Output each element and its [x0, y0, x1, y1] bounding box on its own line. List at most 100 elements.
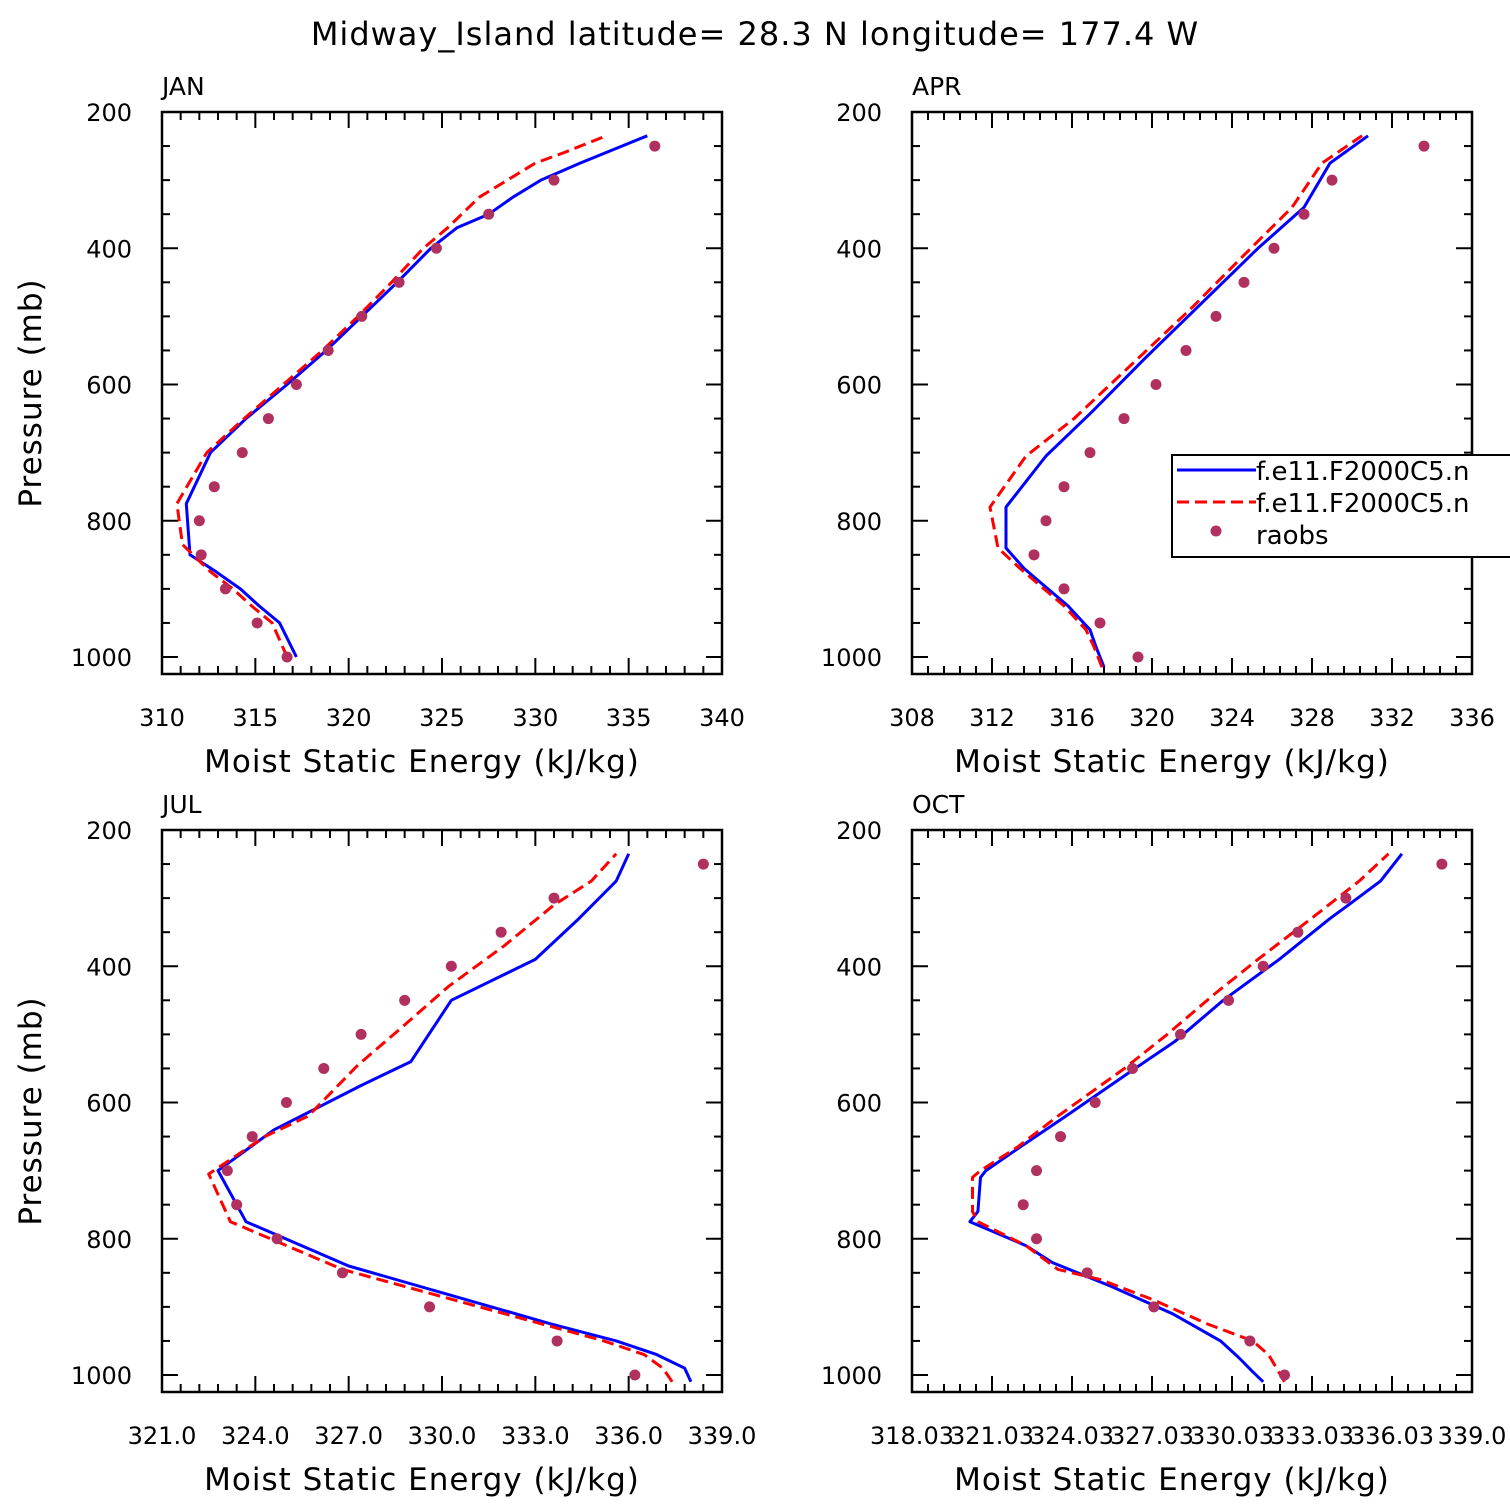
raobs-point	[219, 583, 231, 595]
plot-frame	[910, 110, 1474, 676]
panel-jan: 200 400 600 800 1000 310 315 320 325 330 335 340 JAN…	[13, 72, 745, 780]
raobs-point	[262, 413, 274, 425]
raobs-point	[1223, 994, 1235, 1006]
raobs-point	[281, 651, 293, 663]
x-tick-label: 324.03	[1030, 1422, 1114, 1450]
raobs-point	[1094, 617, 1106, 629]
raobs-point	[1118, 413, 1130, 425]
raobs-point	[1244, 1335, 1256, 1347]
y-tick-label: 600	[86, 1090, 132, 1118]
x-tick-label: 324.0	[221, 1422, 290, 1450]
y-tick-label: 800	[86, 508, 132, 536]
raobs-point	[697, 858, 709, 870]
raobs-point	[1028, 549, 1040, 561]
x-tick-label: 310	[139, 704, 185, 732]
raobs-point	[1017, 1199, 1029, 1211]
raobs-point	[1436, 858, 1448, 870]
raobs-point	[1298, 208, 1310, 220]
x-tick-label: 330.0	[408, 1422, 477, 1450]
raobs-point	[246, 1131, 258, 1143]
raobs-point	[1175, 1028, 1187, 1040]
model-1-line	[184, 134, 648, 658]
x-tick-label: 318.03	[870, 1422, 954, 1450]
raobs-point	[551, 1335, 563, 1347]
raobs-point	[251, 617, 263, 629]
raobs-point	[1031, 1233, 1043, 1245]
x-tick-label: 339.0	[1438, 1422, 1507, 1450]
raobs-point	[1150, 379, 1162, 390]
legend-entry-label: raobs	[1256, 521, 1329, 551]
raobs-point	[483, 208, 495, 220]
x-tick-label: 328	[1289, 704, 1335, 732]
panel-apr: 200 400 600 800 1000 308 312 316 320 324 328 332 336…	[821, 72, 1495, 780]
raobs-point	[629, 1369, 641, 1381]
raobs-point	[1058, 481, 1070, 493]
y-tick-label: 400	[86, 953, 132, 981]
raobs-point	[322, 344, 334, 356]
y-tick-label: 800	[836, 1226, 882, 1254]
raobs-point	[236, 447, 248, 459]
model-2-line	[207, 852, 674, 1383]
x-tick-label: 332	[1369, 704, 1415, 732]
main-title: Midway_Island latitude= 28.3 N longitude…	[311, 15, 1199, 53]
x-tick-label: 330	[512, 704, 558, 732]
panel-jul: 200 400 600 800 1000 321.0 324.0 327.0 330.0 333.…	[13, 790, 756, 1498]
x-tick-label: 336.0	[594, 1422, 663, 1450]
raobs-point	[1031, 1165, 1043, 1177]
raobs-point	[1132, 651, 1144, 663]
raobs-point	[1340, 892, 1352, 904]
raobs-point	[649, 140, 661, 152]
legend-swatch-dot	[1210, 525, 1222, 537]
raobs-point	[1180, 344, 1192, 356]
x-tick-label: 333.03	[1270, 1422, 1354, 1450]
y-tick-label: 400	[836, 235, 882, 263]
raobs-point	[430, 242, 442, 254]
x-axis-label: Moist Static Energy (kJ/kg)	[204, 1462, 640, 1498]
y-tick-label: 1000	[71, 644, 132, 672]
x-tick-label: 324	[1209, 704, 1255, 732]
raobs-point	[548, 174, 560, 186]
x-axis-label: Moist Static Energy (kJ/kg)	[204, 744, 640, 780]
raobs-point	[1292, 926, 1304, 938]
legend-entry-label: f.e11.F2000C5.n	[1256, 489, 1469, 519]
plot-frame	[160, 110, 724, 676]
x-tick-label: 340	[699, 704, 745, 732]
x-tick-label: 321.0	[128, 1422, 197, 1450]
x-tick-label: 316	[1049, 704, 1095, 732]
raobs-point	[1089, 1097, 1101, 1108]
x-tick-label: 333.0	[501, 1422, 570, 1450]
x-tick-label: 321.03	[950, 1422, 1034, 1450]
raobs-point	[318, 1062, 330, 1074]
raobs-point	[336, 1267, 348, 1279]
raobs-point	[1148, 1301, 1160, 1313]
raobs-point	[195, 549, 207, 561]
plot-frame	[910, 828, 1474, 1394]
y-tick-label: 400	[86, 235, 132, 263]
raobs-point	[1055, 1131, 1067, 1143]
model-1-line	[1004, 134, 1369, 668]
raobs-point	[1127, 1062, 1139, 1074]
x-axis-label: Moist Static Energy (kJ/kg)	[954, 744, 1390, 780]
y-tick-label: 600	[86, 372, 132, 400]
y-tick-label: 600	[836, 1090, 882, 1118]
raobs-point	[1257, 960, 1269, 972]
y-tick-label: 200	[86, 99, 132, 127]
raobs-point	[193, 515, 205, 527]
raobs-point	[280, 1097, 292, 1108]
raobs-point	[1040, 515, 1052, 527]
raobs-point	[355, 1028, 367, 1040]
y-tick-label: 200	[86, 817, 132, 845]
x-tick-label: 335	[606, 704, 652, 732]
plot-frame	[160, 828, 724, 1394]
y-tick-label: 800	[836, 508, 882, 536]
panel-label: OCT	[912, 790, 965, 819]
panel-oct: 200 400 600 800 1000 318.03321.03324.03327.03…	[821, 790, 1506, 1498]
x-tick-label: 327.0	[314, 1422, 383, 1450]
model-2-line	[175, 134, 607, 658]
raobs-point	[445, 960, 457, 972]
raobs-point	[1279, 1369, 1291, 1381]
raobs-point	[1238, 276, 1250, 288]
raobs-point	[548, 892, 560, 904]
